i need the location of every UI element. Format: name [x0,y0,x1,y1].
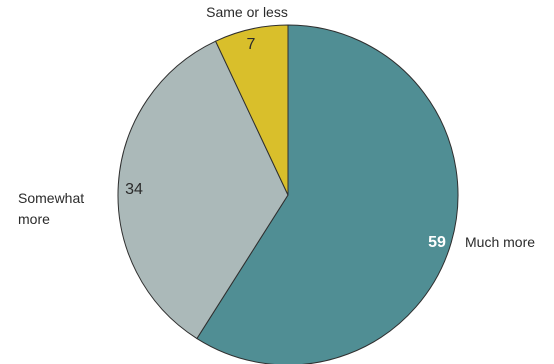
pie-slice-same-or-less [214,24,289,196]
pie-slice-somewhat-more [117,40,289,340]
pie-slices [117,24,459,364]
category-label-somewhat-more-line-2: more [18,211,50,227]
category-label-same-or-less: Same or less [206,4,288,20]
category-label-much-more: Much more [465,234,535,250]
value-label-somewhat-more: 34 [125,181,143,198]
value-label-same-or-less: 7 [247,36,256,53]
pie-slice-much-more [196,24,459,364]
pie-labels: 59 Much more 34 Somewhat more 7 Same or less [18,4,535,251]
value-label-much-more: 59 [428,234,446,251]
category-label-somewhat-more-line-1: Somewhat [18,190,84,206]
